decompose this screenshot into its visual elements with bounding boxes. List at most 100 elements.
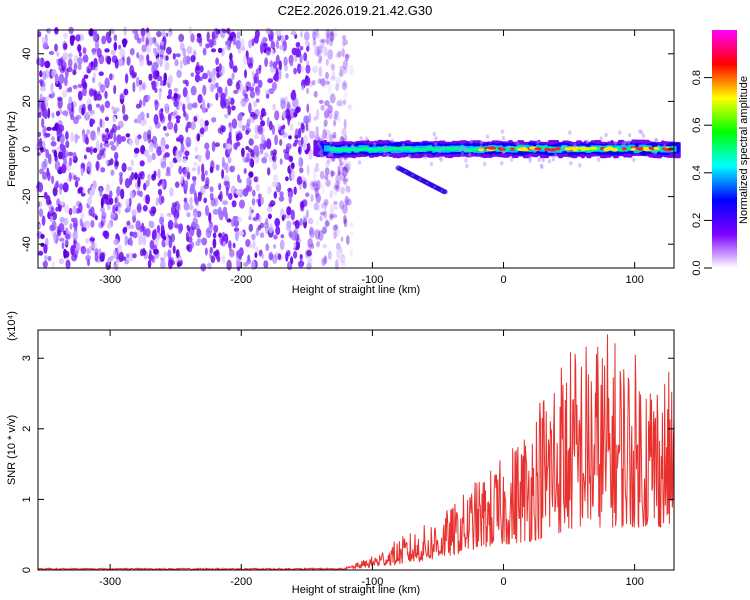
noise-blob — [99, 84, 106, 93]
noise-blob — [128, 236, 133, 245]
noise-blob — [146, 54, 150, 63]
snr-panel: -300 -200 -100 0 100 0 1 2 3 Height of straight… — [6, 311, 675, 596]
track-peak — [582, 147, 592, 151]
noise-blob — [70, 101, 74, 113]
colorbar: 0.0 0.2 0.4 0.6 0.8 Normalized spectral ampl… — [691, 30, 750, 276]
noise-blob — [99, 252, 105, 263]
faint-blob — [439, 157, 443, 162]
noise-blob — [283, 214, 287, 219]
faint-blob — [485, 134, 489, 139]
noise-blob — [101, 211, 107, 220]
noise-blob — [237, 113, 243, 122]
noise-blob — [48, 200, 52, 205]
noise-blob — [131, 159, 134, 167]
noise-blob — [322, 123, 327, 129]
noise-blob — [278, 60, 282, 71]
noise-blob — [173, 99, 179, 108]
noise-blob — [183, 202, 190, 211]
noise-blob — [148, 36, 154, 46]
noise-blob — [347, 104, 353, 110]
noise-blob — [334, 180, 340, 190]
noise-blob — [99, 142, 103, 149]
noise-blob — [253, 134, 259, 139]
noise-blob — [255, 68, 262, 75]
faint-blob — [390, 138, 394, 144]
noise-blob — [260, 196, 264, 205]
noise-blob — [284, 108, 291, 120]
track-peak — [648, 146, 656, 150]
noise-blob — [332, 224, 338, 231]
noise-blob — [105, 55, 109, 63]
track-segment — [373, 148, 378, 152]
faint-blob — [329, 137, 333, 142]
faint-blob — [528, 155, 532, 160]
noise-blob — [342, 166, 348, 171]
noise-blob — [345, 53, 351, 59]
noise-blob — [50, 215, 54, 222]
noise-blob — [190, 72, 195, 77]
noise-blob — [335, 184, 340, 192]
noise-blob — [123, 26, 127, 36]
noise-blob — [297, 121, 301, 127]
noise-blob — [202, 72, 208, 80]
noise-blob — [318, 66, 323, 77]
noise-blob — [63, 204, 70, 214]
noise-blob — [191, 167, 197, 172]
noise-blob — [156, 224, 161, 233]
noise-blob — [252, 189, 256, 197]
noise-blob — [70, 131, 74, 143]
noise-blob — [215, 92, 219, 101]
noise-blob — [38, 131, 42, 137]
noise-blob — [52, 186, 58, 197]
noise-blob — [101, 134, 107, 143]
noise-blob — [304, 39, 309, 46]
noise-blob — [215, 57, 220, 66]
faint-blob — [464, 158, 468, 163]
noise-blob — [319, 38, 325, 44]
noise-blob — [96, 140, 100, 151]
noise-blob — [96, 48, 102, 58]
noise-blob — [143, 149, 150, 157]
noise-blob — [186, 45, 193, 55]
noise-blob — [308, 243, 313, 251]
noise-blob — [51, 112, 55, 119]
noise-blob — [212, 67, 217, 77]
noise-blob — [45, 96, 49, 102]
noise-blob — [109, 190, 113, 199]
noise-blob — [312, 41, 318, 48]
faint-blob — [554, 152, 558, 158]
noise-blob — [339, 65, 345, 71]
noise-blob — [68, 157, 73, 167]
noise-blob — [77, 44, 82, 53]
noise-blob — [290, 162, 295, 169]
noise-blob — [147, 94, 151, 101]
noise-blob — [277, 253, 282, 260]
faint-blob — [465, 163, 469, 169]
noise-blob — [317, 58, 322, 64]
noise-blob — [229, 123, 233, 134]
noise-blob — [315, 193, 321, 204]
noise-blob — [309, 130, 316, 140]
noise-blob — [182, 87, 188, 98]
noise-blob — [313, 116, 317, 121]
noise-blob — [328, 250, 332, 260]
y-tick-label: 0 — [21, 146, 33, 152]
noise-blob — [270, 49, 275, 56]
faint-blob — [463, 147, 468, 152]
noise-blob — [182, 158, 188, 164]
noise-blob — [282, 110, 286, 119]
noise-blob — [85, 146, 91, 153]
noise-blob — [253, 100, 257, 108]
noise-blob — [349, 231, 354, 237]
noise-blob — [72, 233, 77, 240]
noise-blob — [340, 186, 346, 195]
noise-blob — [317, 44, 324, 55]
noise-blob — [228, 249, 235, 258]
noise-blob — [348, 64, 354, 75]
noise-blob — [149, 240, 155, 250]
noise-blob — [202, 47, 207, 56]
noise-blob — [47, 107, 51, 119]
faint-blob — [541, 157, 545, 163]
x-tick-label: 0 — [500, 274, 506, 286]
noise-blob — [325, 129, 331, 140]
